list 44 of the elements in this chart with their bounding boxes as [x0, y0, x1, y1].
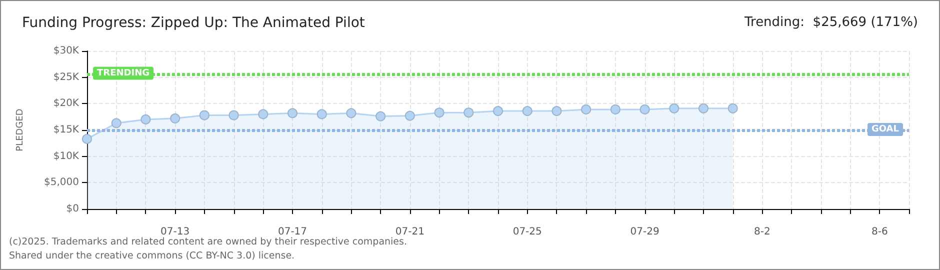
- point: [376, 111, 386, 122]
- point: [698, 103, 708, 114]
- ref-line-label: GOAL: [872, 124, 900, 134]
- point: [228, 110, 239, 120]
- point: [316, 109, 327, 120]
- point: [346, 108, 356, 118]
- point: [610, 104, 620, 114]
- y-axis-title: PLEDGED: [16, 108, 26, 152]
- chart-title: Funding Progress: Zipped Up: The Animated Pilot: [22, 15, 366, 31]
- y-tick-label: $30K: [53, 46, 80, 56]
- x-tick-label: 07-29: [630, 226, 660, 238]
- ref-line-label: TRENDING: [97, 68, 150, 78]
- y-tick-label: $25K: [53, 72, 80, 83]
- point: [404, 110, 415, 121]
- point: [669, 103, 680, 114]
- point: [288, 108, 298, 118]
- x-tick-label: 07-13: [160, 226, 190, 238]
- point: [111, 118, 122, 128]
- point: [170, 113, 180, 124]
- x-tick-label: 07-25: [512, 226, 542, 238]
- y-tick-label: $10K: [53, 150, 80, 162]
- y-tick-label: $15K: [53, 124, 80, 136]
- x-tick-label: 07-21: [395, 226, 424, 238]
- chart-subtitle: Trending: $25,669 (171%): [743, 15, 918, 30]
- point: [728, 103, 738, 114]
- point: [581, 104, 592, 114]
- text: (c)2025. Trademarks and related content are owned by their respective companies.: [9, 236, 407, 248]
- point: [82, 134, 92, 144]
- point: [464, 108, 474, 118]
- y-tick-label: $20K: [53, 98, 80, 110]
- point: [199, 110, 210, 120]
- point: [493, 106, 503, 116]
- point: [522, 106, 532, 116]
- point: [434, 108, 444, 118]
- point: [552, 106, 562, 116]
- point: [640, 104, 650, 114]
- x-tick-label: 8-2: [754, 226, 770, 238]
- text: Shared under the creative commons (CC BY-NC 3.0) license.: [9, 250, 295, 262]
- y-tick-label: $5,000: [44, 177, 79, 188]
- x-tick-label: 07-17: [278, 226, 308, 238]
- x-tick-label: 8-6: [871, 226, 888, 238]
- point: [140, 114, 151, 124]
- y-tick-label: $0: [66, 204, 79, 214]
- point: [258, 109, 268, 120]
